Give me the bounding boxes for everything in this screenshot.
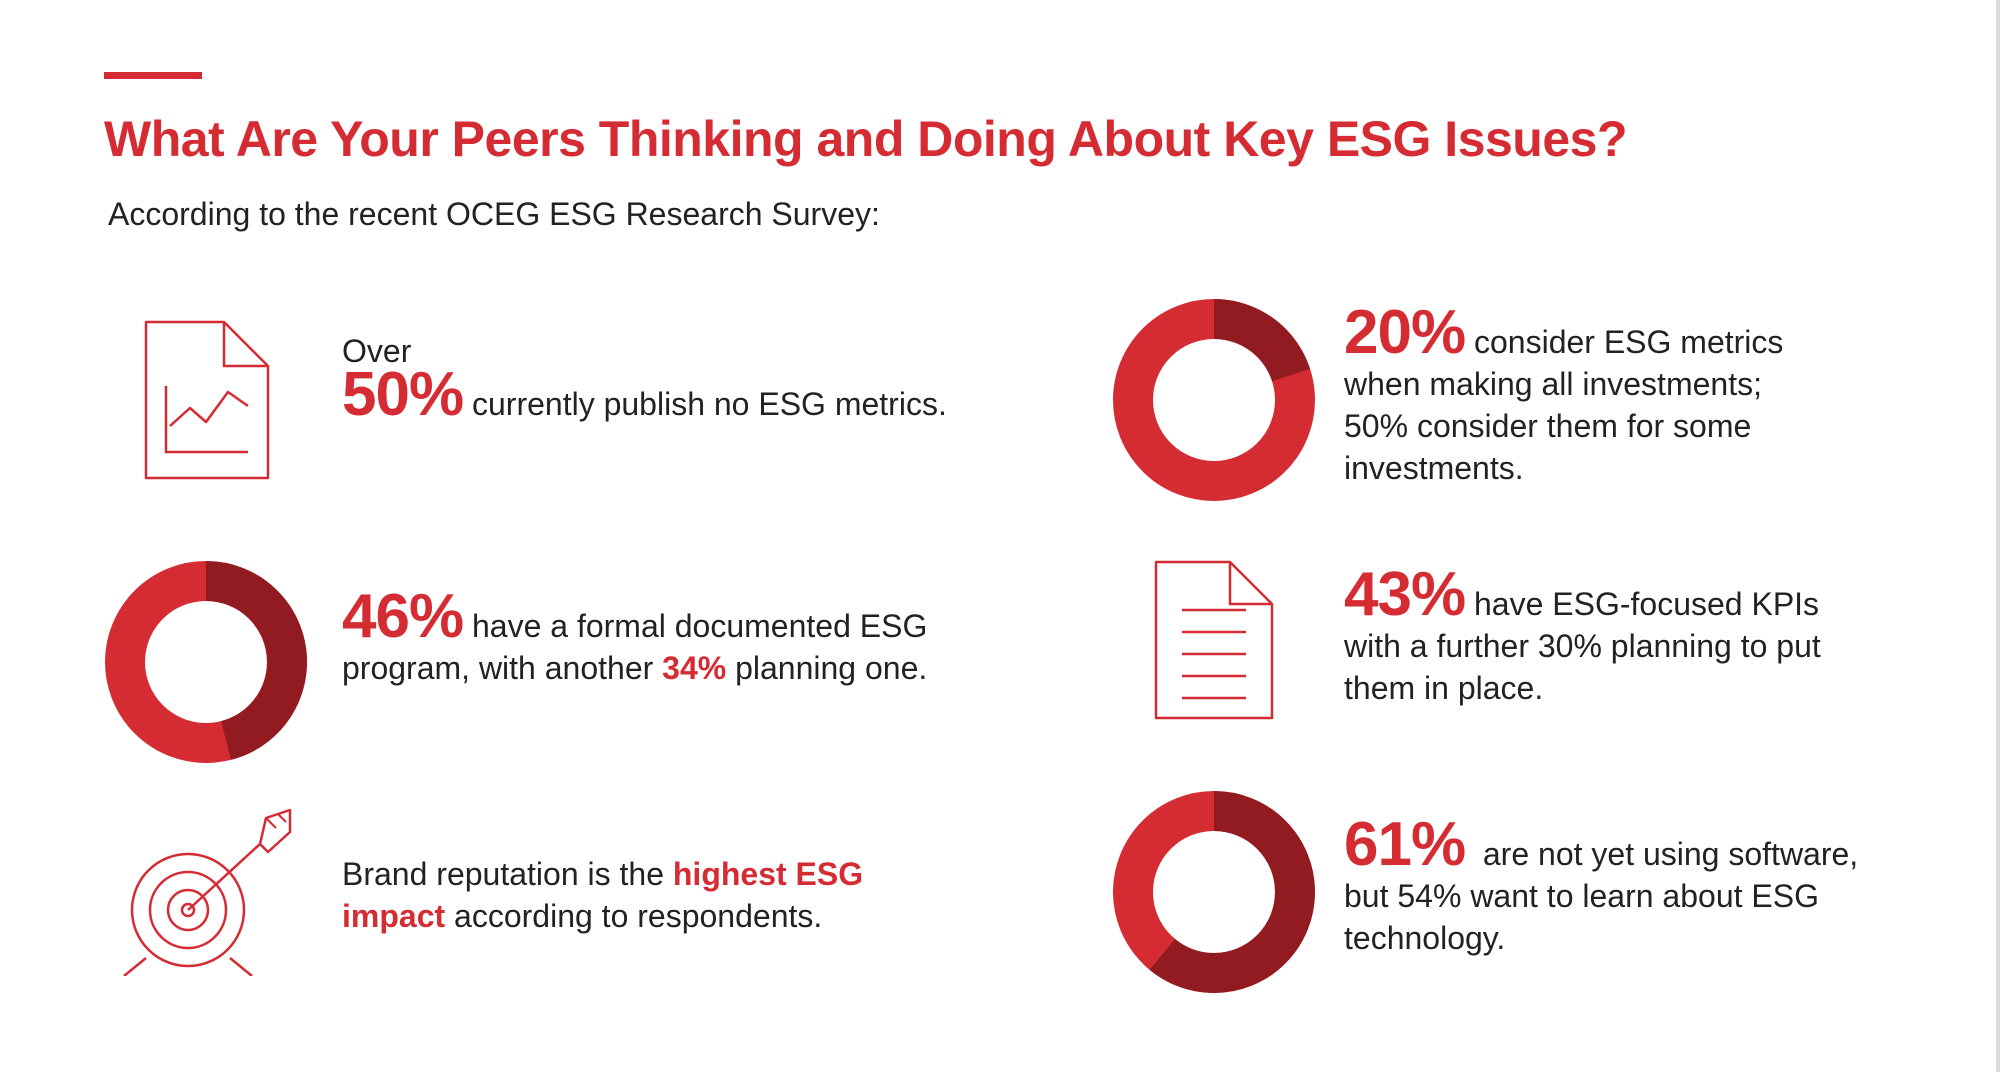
donut-segment-program [105,561,307,763]
donut-segment-software [1113,791,1315,993]
stat-investments-value: 20% [1344,298,1466,367]
stat-kpis-value: 43% [1344,560,1466,629]
stat-kpis-text-3: them in place. [1344,670,1544,706]
donut-chart-icon [1113,791,1315,993]
stat-brand: Brand reputation is the highest ESG impa… [342,853,863,937]
stat-publish-prefix: Over [342,333,412,369]
donut-chart-icon [1113,299,1315,501]
stat-program-text-1: have a formal documented ESG [463,608,928,644]
stat-investments-text-2: when making all investments; [1344,366,1762,402]
stat-investments: 20% consider ESG metrics when making all… [1344,302,1784,489]
stat-program-planning-value: 34% [662,650,727,686]
stat-program-text-2a: program, with another [342,650,663,686]
stat-software: 61% are not yet using software, but 54% … [1344,814,1859,959]
stat-brand-highlight-1: highest ESG [672,856,864,892]
stat-brand-text-1a: Brand reputation is the [342,856,673,892]
target-arrow-icon [123,808,292,976]
stat-brand-text-2b: according to respondents. [445,898,823,934]
title-accent-bar [104,72,202,79]
donut-segment-investments [1113,299,1315,501]
stat-program-text-2c: planning one. [726,650,928,686]
stat-publish: Over 50% currently publish no ESG metric… [342,330,947,426]
stat-software-text-1: are not yet using software, [1465,836,1859,872]
stat-software-text-2: but 54% want to learn about ESG [1344,878,1819,914]
stat-brand-highlight-2: impact [342,898,446,934]
stat-kpis: 43% have ESG-focused KPIs with a further… [1344,564,1821,709]
stat-publish-text: currently publish no ESG metrics. [463,386,947,422]
document-lines-icon [1154,560,1274,720]
stat-software-text-3: technology. [1344,920,1506,956]
stat-investments-text-4: investments. [1344,450,1524,486]
page-edge [1996,0,2000,1072]
donut-chart-icon [105,561,307,763]
stat-program-value: 46% [342,582,464,651]
stat-program: 46% have a formal documented ESG program… [342,586,928,689]
stat-publish-value: 50% [342,360,464,429]
stat-investments-text-3: 50% consider them for some [1344,408,1752,444]
stat-software-value: 61% [1344,810,1466,879]
stat-investments-text-1: consider ESG metrics [1465,324,1784,360]
page-subtitle: According to the recent OCEG ESG Researc… [108,196,880,232]
stat-kpis-text-1: have ESG-focused KPIs [1465,586,1820,622]
document-chart-icon [144,320,270,480]
page-title: What Are Your Peers Thinking and Doing A… [104,111,1628,167]
stat-kpis-text-2: with a further 30% planning to put [1344,628,1821,664]
